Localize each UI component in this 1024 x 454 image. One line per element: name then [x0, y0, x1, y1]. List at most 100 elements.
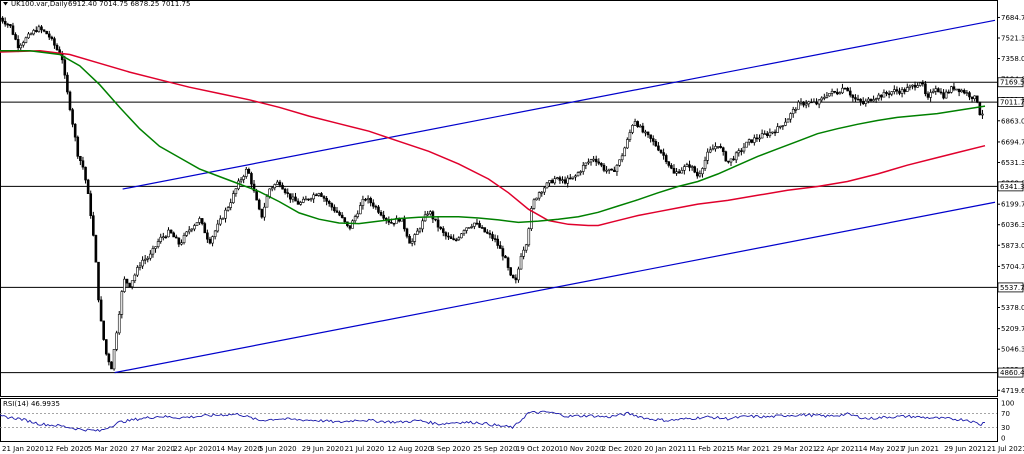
candle-body [628, 132, 632, 140]
candle-body [172, 232, 175, 238]
candle-body [89, 193, 93, 216]
candle-body [177, 237, 181, 245]
candle-body [517, 268, 520, 281]
candle-body [784, 121, 787, 126]
rsi-tick-label: 70 [1001, 410, 1010, 418]
candle-body [579, 171, 582, 173]
candle-body [250, 173, 253, 185]
date-tick-label: 12 Aug 2020 [387, 445, 432, 453]
candle-body [965, 92, 969, 94]
price-tick-label: 7684.70 [1001, 14, 1024, 22]
candle-body [71, 109, 74, 125]
candle-body [602, 164, 606, 171]
candle-body [607, 168, 611, 171]
candle-body [696, 171, 699, 177]
candle-body [556, 177, 559, 179]
date-tick-label: 3 Sep 2020 [430, 445, 470, 453]
candle-body [224, 209, 227, 219]
trendlines [114, 19, 996, 374]
candle-body [110, 361, 113, 370]
triangle-down-icon[interactable] [3, 2, 8, 6]
candle-body [960, 90, 964, 93]
candle-body [690, 166, 694, 168]
price-tick-label: 5704.70 [1001, 263, 1024, 271]
candle-body [79, 156, 82, 161]
candle-body [776, 126, 779, 133]
candle-body [838, 92, 842, 95]
candle-body [584, 162, 588, 166]
candle-body [496, 238, 500, 246]
candle-body [138, 265, 142, 268]
candle-body [626, 139, 629, 149]
candle-body [260, 208, 264, 218]
candle-body [221, 217, 225, 220]
candle-body [981, 113, 984, 116]
candle-body [441, 228, 445, 233]
candle-body [117, 314, 121, 334]
candle-body [483, 227, 487, 233]
candle-body [633, 121, 637, 126]
candle-body [237, 180, 240, 190]
candle-body [247, 168, 251, 174]
candle-body [968, 92, 971, 98]
candle-body [73, 123, 77, 138]
candle-body [156, 241, 160, 247]
candle-body [164, 236, 168, 239]
candle-body [600, 163, 603, 166]
candle-body [356, 213, 360, 217]
lower-channel-trendline [114, 201, 996, 374]
candle-body [820, 97, 824, 101]
candle-body [646, 131, 650, 136]
date-tick-label: 29 Jun 2020 [302, 445, 344, 453]
candle-body [94, 235, 98, 263]
candle-body [649, 134, 652, 139]
candle-body [631, 125, 634, 133]
level-label-box [997, 367, 1024, 378]
candle-body [239, 179, 243, 182]
candle-body [854, 97, 857, 100]
candle-body [662, 152, 665, 156]
candle-body [6, 23, 10, 26]
slow-moving-average-line [0, 49, 986, 227]
candle-body [638, 125, 642, 128]
candle-body [11, 25, 15, 35]
rsi-tick-label: 100 [1001, 400, 1014, 408]
candle-body [924, 83, 927, 95]
date-tick-label: 29 Jun 2021 [944, 445, 986, 453]
candle-body [3, 21, 7, 25]
candle-body [864, 100, 868, 104]
candle-body [493, 238, 497, 240]
candle-body [597, 161, 601, 164]
candle-body [817, 99, 821, 105]
candle-body [537, 192, 541, 199]
candle-body [488, 232, 492, 235]
candle-body [491, 234, 494, 239]
candle-body [439, 226, 442, 229]
price-tick-label: 4719.65 [1001, 387, 1024, 395]
candle-body [24, 37, 28, 43]
candle-body [978, 102, 982, 116]
candle-body [244, 168, 248, 177]
candle-body [882, 92, 886, 98]
candle-body [620, 155, 624, 161]
candle-body [568, 177, 572, 180]
candle-body [810, 101, 813, 104]
price-tick-label: 7521.35 [1001, 35, 1024, 43]
candle-body [727, 160, 730, 163]
candle-body [911, 84, 914, 87]
candle-body [369, 198, 372, 204]
date-tick-label: 25 Sep 2020 [473, 445, 517, 453]
candle-body [317, 193, 321, 196]
candle-body [543, 187, 546, 193]
candle-body [182, 235, 186, 244]
date-tick-label: 22 Apr 2020 [173, 445, 216, 453]
candle-body [680, 169, 684, 174]
candle-body [926, 93, 930, 98]
candle-body [320, 193, 323, 197]
candle-body [701, 168, 704, 175]
candle-body [193, 225, 196, 230]
candle-body [939, 91, 943, 94]
candle-body [835, 91, 839, 95]
candle-body [535, 197, 538, 201]
